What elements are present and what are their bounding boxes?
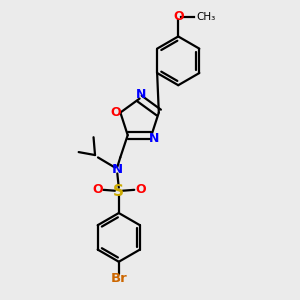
Text: O: O (135, 183, 146, 196)
Text: N: N (149, 132, 160, 145)
Text: O: O (111, 106, 121, 119)
Text: O: O (173, 10, 184, 23)
Text: N: N (112, 164, 123, 176)
Text: O: O (92, 183, 103, 196)
Text: Br: Br (110, 272, 127, 285)
Text: N: N (136, 88, 146, 100)
Text: CH₃: CH₃ (196, 11, 215, 22)
Text: S: S (113, 184, 124, 199)
